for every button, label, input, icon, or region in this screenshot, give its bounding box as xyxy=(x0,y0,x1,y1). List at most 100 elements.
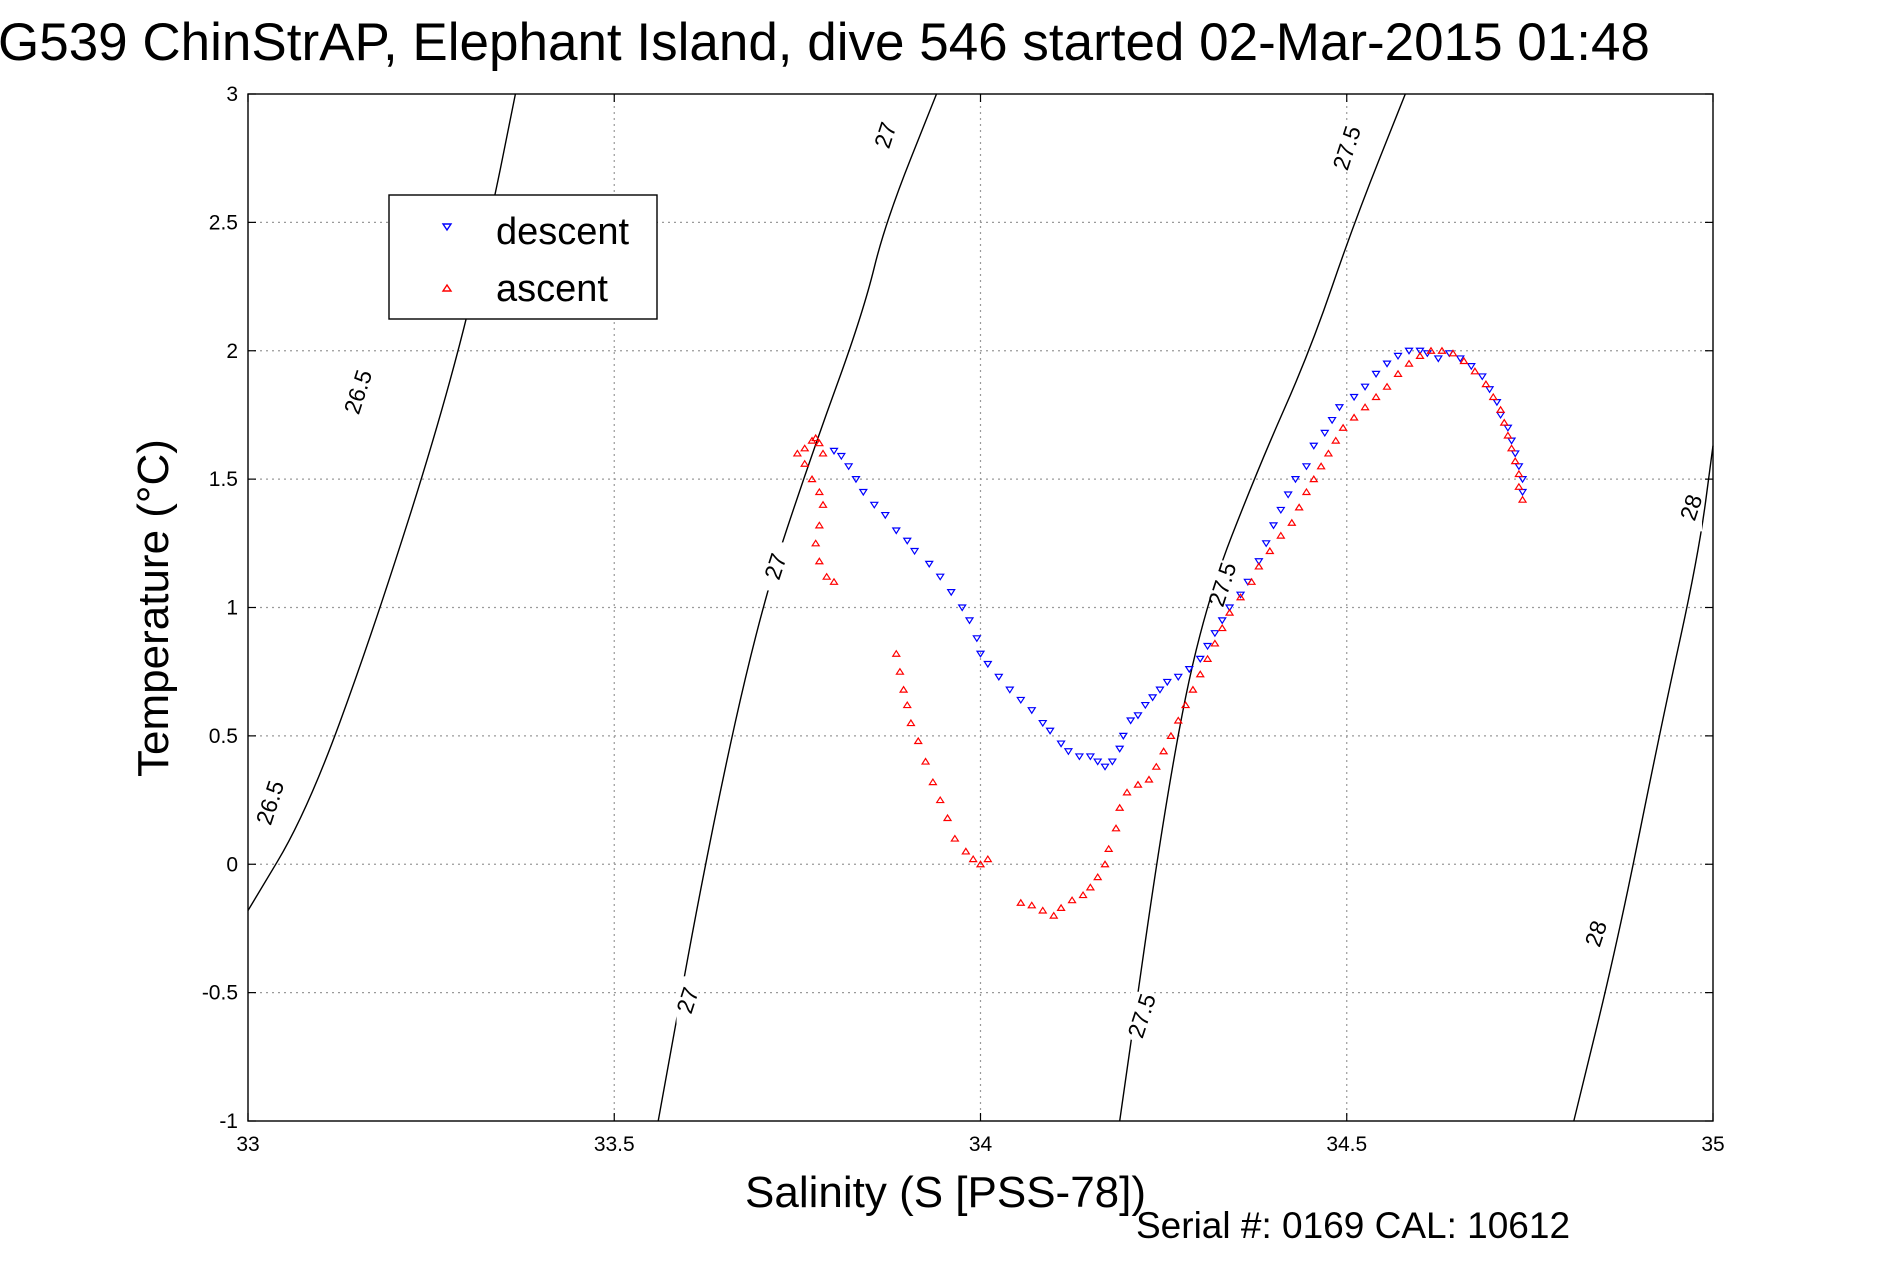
data-point-descent xyxy=(869,501,879,509)
y-axis-ticks: -1 -0.5 0 0.5 1 1.5 2 2.5 3 xyxy=(202,83,1713,1133)
data-point-ascent xyxy=(800,444,810,452)
data-point-descent xyxy=(1173,673,1183,681)
contour-label: 27 xyxy=(671,984,704,1016)
data-point-ascent xyxy=(1349,413,1359,421)
data-point-ascent xyxy=(1338,423,1348,431)
data-point-descent xyxy=(1118,732,1128,740)
data-point-ascent xyxy=(1217,623,1227,632)
legend-label-ascent: ascent xyxy=(496,268,608,310)
data-point-descent xyxy=(1301,463,1312,471)
data-point-descent xyxy=(1063,748,1073,756)
data-point-ascent xyxy=(935,795,945,804)
data-point-ascent xyxy=(811,433,821,442)
contour-label-gap xyxy=(258,778,281,827)
data-point-descent xyxy=(1514,463,1524,471)
data-point-ascent xyxy=(1323,449,1334,457)
contour-label-gap xyxy=(1680,483,1703,532)
contour-label: 28 xyxy=(1579,917,1612,949)
data-point-descent xyxy=(1360,383,1370,391)
contour-label-gap xyxy=(764,542,787,591)
data-point-ascent xyxy=(1459,356,1469,365)
data-point-descent xyxy=(1517,488,1528,497)
data-point-ascent xyxy=(1294,503,1304,511)
data-point-descent xyxy=(1261,540,1271,548)
contour-label: 27 xyxy=(759,550,792,582)
data-point-ascent xyxy=(1495,405,1506,413)
data-point-ascent xyxy=(822,572,832,580)
data-point-ascent xyxy=(1122,788,1132,796)
data-point-descent xyxy=(1404,347,1414,355)
data-point-ascent xyxy=(1393,369,1403,377)
data-point-ascent xyxy=(1448,349,1458,357)
y-tick-label: 2 xyxy=(226,340,238,363)
legend-label-descent: descent xyxy=(496,211,630,253)
contour-label-gap xyxy=(1211,560,1234,609)
data-point-ascent xyxy=(983,854,993,863)
data-point-ascent xyxy=(1481,380,1491,388)
x-tick-label: 34 xyxy=(969,1133,993,1156)
data-point-ascent xyxy=(920,757,931,765)
data-point-descent xyxy=(1283,491,1293,499)
data-point-descent xyxy=(946,588,956,597)
data-point-descent xyxy=(891,527,901,535)
data-point-descent xyxy=(1148,694,1158,702)
data-point-descent xyxy=(975,650,986,658)
data-point-descent xyxy=(1217,617,1227,625)
data-point-ascent xyxy=(1210,639,1220,647)
data-point-ascent xyxy=(1246,577,1257,585)
contour-label-gap xyxy=(346,367,369,416)
data-point-ascent xyxy=(1202,654,1213,662)
data-point-descent xyxy=(1268,522,1279,530)
data-point-descent xyxy=(1382,360,1392,368)
data-point-ascent xyxy=(895,667,905,675)
data-point-ascent xyxy=(1104,844,1114,852)
data-point-ascent xyxy=(1276,531,1286,539)
data-point-descent xyxy=(1016,696,1026,705)
data-point-descent xyxy=(1140,701,1150,710)
contour-label: 27 xyxy=(869,119,902,151)
legend-marker-ascent xyxy=(441,283,453,292)
data-point-ascent xyxy=(792,449,802,457)
data-point-descent xyxy=(844,463,854,471)
contour-label: 26.5 xyxy=(339,367,378,418)
data-point-descent xyxy=(1107,758,1117,766)
data-point-ascent xyxy=(1085,883,1095,891)
data-point-ascent xyxy=(1235,593,1246,601)
data-point-descent xyxy=(1224,604,1235,612)
data-point-descent xyxy=(964,617,975,625)
data-point-ascent xyxy=(1470,367,1480,375)
density-contour-line xyxy=(1573,445,1714,1122)
data-point-descent xyxy=(858,488,868,497)
data-point-descent xyxy=(1085,753,1095,761)
data-point-descent xyxy=(1074,753,1084,761)
legend-box xyxy=(388,194,658,320)
data-point-ascent xyxy=(1426,346,1436,354)
y-tick-label: 3 xyxy=(226,83,238,106)
data-point-ascent xyxy=(1415,351,1425,359)
data-point-descent xyxy=(1210,630,1220,638)
data-point-descent xyxy=(1276,506,1286,515)
data-point-descent xyxy=(994,673,1004,681)
data-point-descent xyxy=(880,511,890,520)
contour-label: 26.5 xyxy=(251,777,290,828)
y-tick-label: -1 xyxy=(219,1110,238,1133)
data-point-ascent xyxy=(807,475,817,483)
data-point-descent xyxy=(1195,655,1205,663)
y-tick-label: 2.5 xyxy=(209,211,238,234)
x-tick-label: 33.5 xyxy=(594,1133,635,1156)
data-point-descent xyxy=(851,476,861,484)
data-point-ascent xyxy=(906,718,916,727)
data-point-ascent xyxy=(913,736,923,745)
data-point-ascent xyxy=(1517,495,1528,503)
data-point-ascent xyxy=(968,854,978,863)
data-point-descent xyxy=(1477,373,1487,381)
data-point-ascent xyxy=(1506,444,1517,452)
data-point-ascent xyxy=(1188,685,1198,693)
data-point-ascent xyxy=(1404,359,1414,367)
data-point-descent xyxy=(1100,763,1110,771)
y-tick-label: 1.5 xyxy=(209,468,238,491)
data-point-ascent xyxy=(1115,803,1125,811)
data-point-descent xyxy=(924,560,934,568)
data-point-ascent xyxy=(898,685,909,693)
data-point-ascent xyxy=(928,777,938,786)
